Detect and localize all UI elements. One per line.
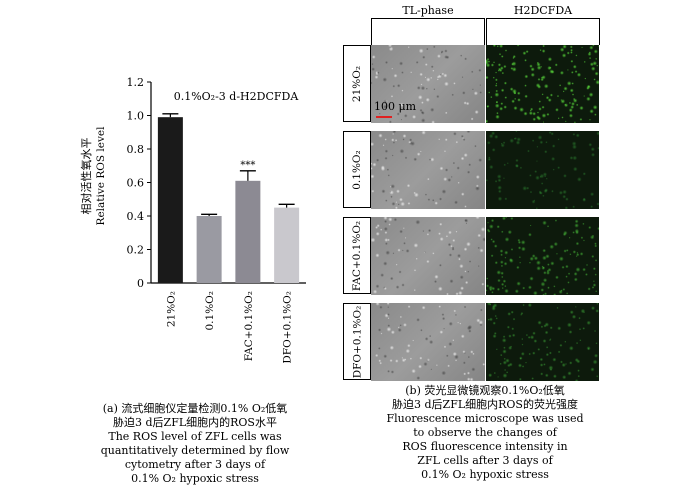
y-axis-label-cn: 相对活性氧水平 [79, 138, 93, 215]
row-label: FAC+0.1%O₂ [343, 217, 371, 294]
y-tick-label: 0.4 [127, 210, 145, 223]
caption-b-line: 0.1% O₂ hypoxic stress [421, 468, 549, 481]
caption-a-line: quantitatively determined by flow [100, 444, 290, 457]
y-tick-label: 1.0 [127, 110, 145, 123]
row-label-text: 21%O₂ [351, 65, 363, 102]
y-tick-label: 0.8 [127, 143, 145, 156]
x-tick-label: 21%O₂ [165, 291, 177, 327]
bar [157, 117, 183, 283]
tl-phase-image [371, 131, 485, 209]
y-axis-label-en: Relative ROS level [95, 126, 107, 226]
y-tick-label: 1.2 [127, 76, 145, 89]
caption-b-line: ZFL cells after 3 days of [417, 454, 553, 467]
h2dcfda-fluorescence-image [486, 303, 599, 381]
chart-title: 0.1%O₂-3 d-H2DCFDA [174, 90, 300, 103]
bar [274, 207, 300, 283]
row-label-text: DFO+0.1%O₂ [351, 305, 364, 378]
caption-a-line: 胁迫3 d后ZFL细胞内的ROS水平 [113, 416, 277, 429]
scale-bar [376, 116, 392, 118]
column-header-tl: TL-phase [371, 5, 485, 45]
y-tick-label: 0.6 [127, 177, 145, 190]
caption-b: (b) 荧光显微镜观察0.1%O₂低氧 胁迫3 d后ZFL细胞内ROS的荧光强度… [345, 384, 625, 482]
caption-a-line: The ROS level of ZFL cells was [108, 430, 282, 443]
row-label-text: FAC+0.1%O₂ [351, 220, 363, 291]
tl-phase-image [371, 303, 485, 381]
caption-a-line: 0.1% O₂ hypoxic stress [131, 472, 259, 485]
row-label: 0.1%O₂ [343, 131, 371, 208]
scale-bar-label: 100 μm [374, 100, 417, 113]
h2dcfda-fluorescence-image [486, 217, 599, 295]
caption-a-line: cytometry after 3 days of [124, 458, 266, 471]
caption-b-line: to observe the changes of [413, 426, 557, 439]
row-label: 21%O₂ [343, 45, 371, 122]
column-header-tl-label: TL-phase [402, 4, 454, 17]
x-tick-label: FAC+0.1%O₂ [243, 291, 255, 361]
caption-b-line: Fluorescence microscope was used [386, 412, 584, 425]
ros-bar-chart: 0.1%O₂-3 d-H2DCFDA 相对活性氧水平 Relative ROS … [79, 76, 306, 364]
h2dcfda-fluorescence-image [486, 45, 599, 123]
h2dcfda-fluorescence-image [486, 131, 599, 209]
caption-b-line: ROS fluorescence intensity in [402, 440, 568, 453]
row-label-text: 0.1%O₂ [351, 149, 363, 190]
tl-phase-image [371, 217, 485, 295]
tl-phase-image [371, 45, 485, 123]
x-tick-label: DFO+0.1%O₂ [282, 291, 294, 364]
bar [196, 216, 222, 283]
column-header-h2dcfda: H2DCFDA [486, 5, 600, 45]
column-header-h2dcfda-label: H2DCFDA [513, 4, 573, 17]
caption-b-line: 胁迫3 d后ZFL细胞内ROS的荧光强度 [392, 398, 578, 411]
x-tick-label: 0.1%O₂ [204, 291, 216, 331]
y-tick-label: 0.2 [127, 244, 145, 257]
row-label: DFO+0.1%O₂ [343, 303, 371, 380]
caption-a: (a) 流式细胞仪定量检测0.1% O₂低氧 胁迫3 d后ZFL细胞内的ROS水… [70, 402, 320, 486]
caption-a-line: (a) 流式细胞仪定量检测0.1% O₂低氧 [102, 402, 288, 415]
caption-b-line: (b) 荧光显微镜观察0.1%O₂低氧 [405, 384, 565, 397]
y-tick-label: 0 [137, 277, 144, 290]
bar [235, 180, 261, 283]
significance-label: *** [240, 160, 255, 171]
